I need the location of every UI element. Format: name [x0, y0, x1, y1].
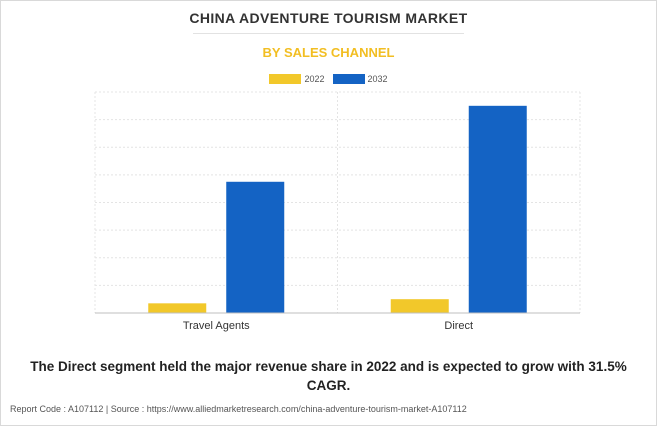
title-divider: [193, 33, 464, 34]
bar-direct-2032: [468, 105, 527, 313]
x-tick-label: Travel Agents: [183, 320, 250, 332]
x-tick-label: Direct: [444, 320, 473, 332]
legend-swatch-2032: [332, 74, 365, 84]
chart-subtitle: BY SALES CHANNEL: [262, 45, 395, 60]
legend-swatch-2022: [269, 74, 302, 84]
legend-item-2022: 2022: [269, 74, 325, 84]
legend-item-2032: 2032: [332, 74, 388, 84]
bar-travel-agents-2022: [148, 303, 207, 313]
bar-chart: Travel Agents Direct: [94, 91, 581, 332]
chart-caption: The Direct segment held the major revenu…: [30, 359, 627, 393]
chart-legend: 2022 2032: [0, 72, 657, 86]
bar-direct-2022: [390, 299, 449, 313]
report-footer: Report Code : A107112 | Source : https:/…: [10, 404, 467, 414]
bar-travel-agents-2032: [226, 181, 285, 313]
chart-title: CHINA ADVENTURE TOURISM MARKET: [189, 10, 468, 26]
legend-label-2022: 2022: [304, 74, 325, 84]
legend-label-2032: 2032: [367, 74, 388, 84]
